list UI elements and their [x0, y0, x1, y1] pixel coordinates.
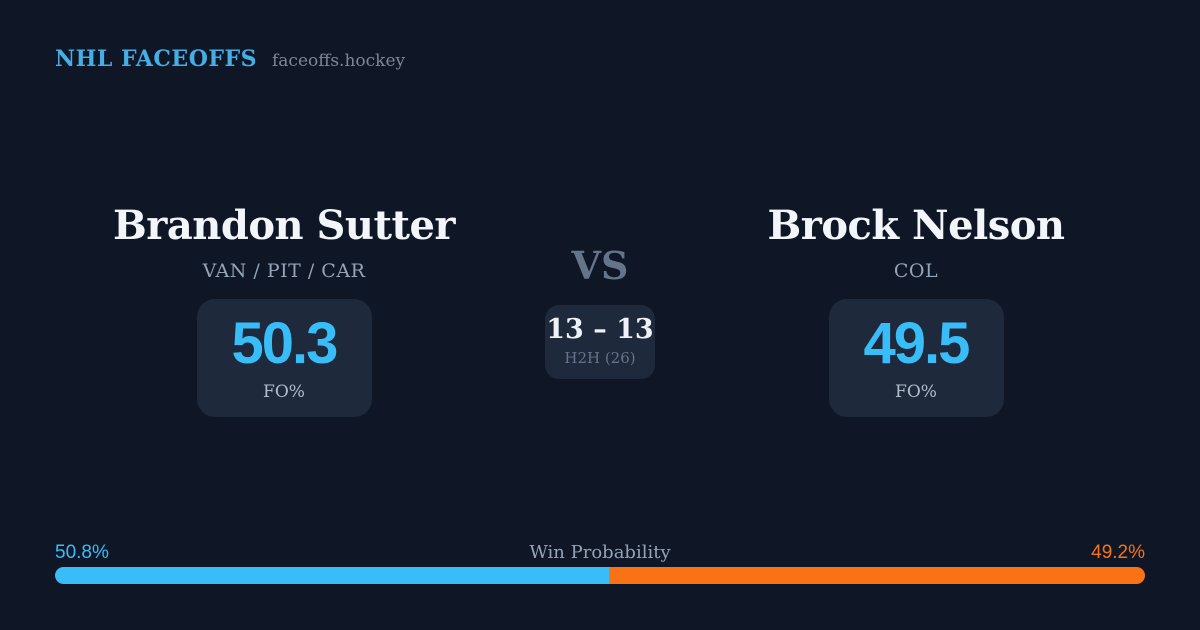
player-left-section: Brandon Sutter VAN / PIT / CAR 50.3 FO% [84, 206, 484, 417]
player-left-teams: VAN / PIT / CAR [202, 260, 366, 282]
player-left-fo-card: 50.3 FO% [196, 299, 372, 417]
winprob-left-label: 50.8% [55, 542, 109, 563]
winprob-labels-row: 50.8% Win Probability 49.2% [0, 542, 1200, 566]
player-left-fo-value: 50.3 [231, 310, 339, 376]
header: NHL FACEOFFS faceoffs.hockey [55, 46, 405, 72]
winprob-title: Win Probability [529, 542, 671, 563]
winprob-bar-left [55, 567, 609, 584]
winprob-right-label: 49.2% [1091, 542, 1145, 563]
player-left-fo-label: FO% [263, 381, 305, 402]
h2h-score: 13 – 13 [546, 314, 654, 345]
player-right-fo-label: FO% [895, 381, 937, 402]
player-left-name: Brandon Sutter [113, 202, 455, 249]
player-right-name: Brock Nelson [767, 202, 1065, 249]
player-right-fo-card: 49.5 FO% [828, 299, 1004, 417]
h2h-sample-label: H2H (26) [564, 349, 636, 367]
player-right-section: Brock Nelson COL 49.5 FO% [716, 206, 1116, 417]
winprob-bar-right [608, 567, 1145, 584]
winprob-bar [55, 567, 1145, 584]
player-right-fo-value: 49.5 [863, 310, 971, 376]
brand-title: NHL FACEOFFS [55, 46, 257, 72]
player-right-teams: COL [893, 260, 939, 282]
matchup-center-section: VS 13 – 13 H2H (26) [500, 247, 700, 379]
h2h-card: 13 – 13 H2H (26) [545, 305, 655, 379]
vs-label: VS [571, 243, 629, 288]
site-url: faceoffs.hockey [272, 51, 406, 71]
